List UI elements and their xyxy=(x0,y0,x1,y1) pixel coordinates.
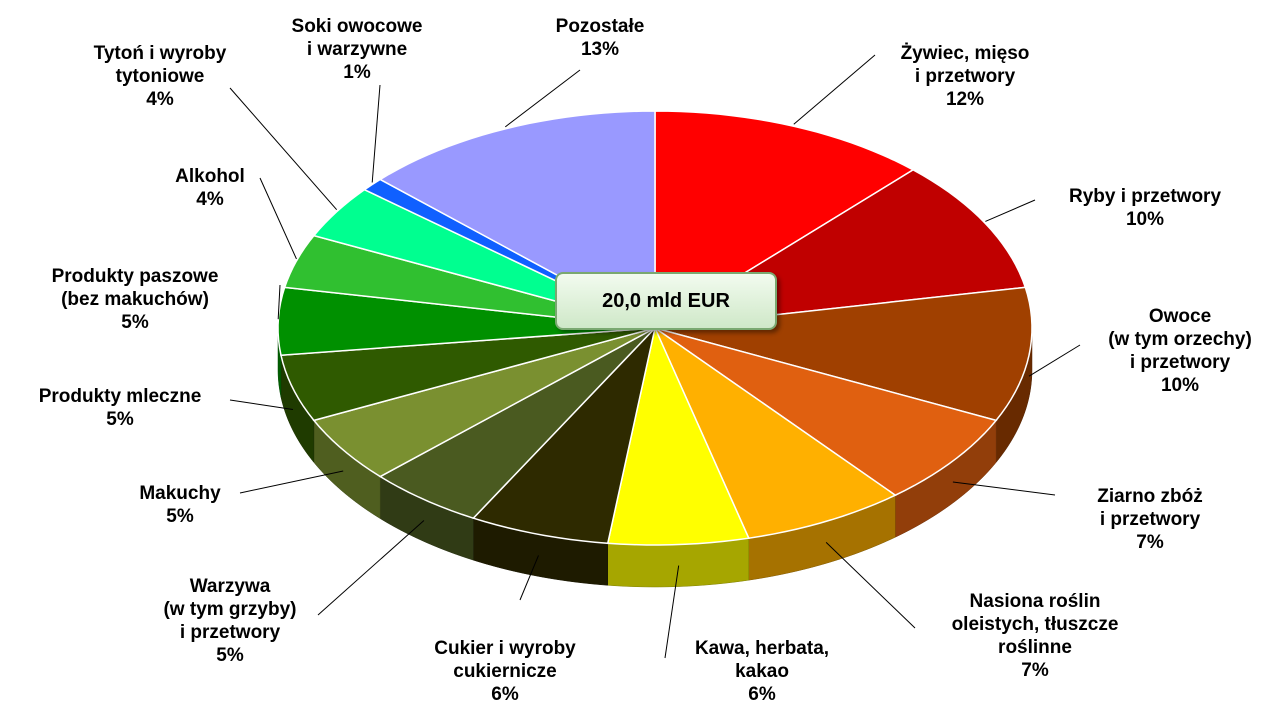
category-name: Cukier i wyroby cukiernicze xyxy=(434,638,576,682)
leader-line xyxy=(259,177,297,260)
leader-line xyxy=(664,565,680,659)
slice xyxy=(653,325,897,540)
value-label: 1% xyxy=(343,62,371,83)
leader-line xyxy=(825,541,916,629)
slice xyxy=(277,286,656,356)
slice-label: Soki owocowe i warzywne 1% xyxy=(207,15,507,84)
value-label: 6% xyxy=(748,684,776,705)
slice-side xyxy=(607,537,750,588)
value-label: 13% xyxy=(580,39,620,60)
slice xyxy=(471,325,657,545)
leader-line xyxy=(985,199,1036,222)
slice-label: Nasiona roślin oleistych, tłuszcze rośli… xyxy=(885,590,1185,682)
value-label: 10% xyxy=(1125,209,1165,230)
category-name: Warzywa (w tym grzyby) i przetwory xyxy=(163,576,297,643)
slice xyxy=(378,327,656,520)
value-label: 4% xyxy=(146,89,174,110)
category-name: Kawa, herbata, kakao xyxy=(694,638,830,682)
value-label: 7% xyxy=(1021,660,1049,681)
slice-label: Warzywa (w tym grzyby) i przetwory 5% xyxy=(80,575,380,667)
category-name: Pozostałe xyxy=(555,16,645,37)
category-name: Makuchy xyxy=(139,483,221,504)
leader-line xyxy=(519,555,539,601)
leader-line xyxy=(793,54,876,125)
category-name: Owoce (w tym orzechy) i przetwory xyxy=(1108,306,1252,373)
slice-label: Owoce (w tym orzechy) i przetwory 10% xyxy=(1030,305,1286,397)
category-name: Alkohol xyxy=(175,166,245,187)
slice-label: Żywiec, mięso i przetwory 12% xyxy=(815,42,1115,111)
slice-label: Alkohol 4% xyxy=(60,165,360,211)
slice-label: Produkty paszowe (bez makuchów) 5% xyxy=(0,265,285,334)
value-label: 4% xyxy=(196,189,224,210)
slice-label: Kawa, herbata, kakao 6% xyxy=(612,637,912,706)
slice xyxy=(606,325,750,546)
slice-label: Ziarno zbóż i przetwory 7% xyxy=(1000,485,1286,554)
leader-line xyxy=(277,284,281,320)
slice-label: Tytoń i wyroby tytoniowe 4% xyxy=(10,42,310,111)
slice-label: Ryby i przetwory 10% xyxy=(995,185,1286,231)
slice xyxy=(654,327,998,497)
value-label: 12% xyxy=(945,89,985,110)
leader-line xyxy=(239,470,344,494)
value-label: 10% xyxy=(1160,375,1200,396)
value-label: 5% xyxy=(121,312,149,333)
category-name: Produkty paszowe (bez makuchów) xyxy=(51,266,219,310)
slice-label: Pozostałe 13% xyxy=(450,15,750,61)
category-name: Nasiona roślin oleistych, tłuszcze rośli… xyxy=(951,591,1119,658)
category-name: Produkty mleczne xyxy=(38,386,202,407)
slice-label: Cukier i wyroby cukiernicze 6% xyxy=(355,637,655,706)
value-label: 5% xyxy=(166,506,194,527)
category-name: Tytoń i wyroby tytoniowe xyxy=(93,43,227,87)
slice-label: Produkty mleczne 5% xyxy=(0,385,270,431)
leader-line xyxy=(952,481,1056,496)
leader-line xyxy=(1028,344,1081,377)
total-label: 20,0 mld EUR xyxy=(555,272,777,330)
category-name: Ziarno zbóż i przetwory xyxy=(1097,486,1203,530)
leader-line xyxy=(371,84,381,183)
leader-line xyxy=(504,69,581,128)
slice-label: Makuchy 5% xyxy=(30,482,330,528)
value-label: 5% xyxy=(106,409,134,430)
value-label: 5% xyxy=(216,645,244,666)
slice xyxy=(312,327,656,478)
slice xyxy=(280,327,656,422)
category-name: Ryby i przetwory xyxy=(1068,186,1222,207)
leader-line xyxy=(229,87,338,211)
value-label: 7% xyxy=(1136,532,1164,553)
value-label: 6% xyxy=(491,684,519,705)
category-name: Soki owocowe i warzywne xyxy=(291,16,423,60)
leader-line xyxy=(317,520,425,616)
category-name: Żywiec, mięso i przetwory xyxy=(900,43,1030,87)
leader-line xyxy=(229,399,294,411)
